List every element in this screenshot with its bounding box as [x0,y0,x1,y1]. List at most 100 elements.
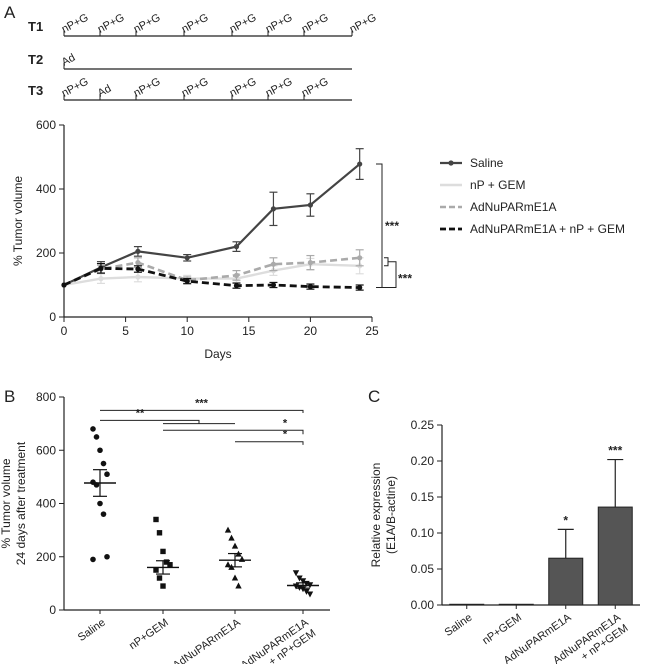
timeline-tick-label: nP+G [300,76,331,100]
timeline-tick-label: Ad [96,83,114,100]
y-tick-label: 800 [36,390,56,404]
scatter-point [97,500,103,507]
tumor-volume-line-chart: 0 200 400 600 0 5 10 15 20 25 Days % Tumor volume **… [11,118,625,361]
sig-bracket [384,257,389,267]
y-tick-label: 600 [36,443,56,457]
y-tick-label: 0.15 [411,490,435,504]
y-axis-title: Relative expression [369,463,383,568]
sig-bracket [380,261,397,289]
y-axis-title-line2: 24 days after treatment [14,441,28,565]
timeline-tick-label: nP+G [300,12,331,36]
y-tick-label: 600 [36,118,56,132]
treatment-timeline: T1 nP+G nP+G nP+G nP+G nP+G nP+G nP+G nP+GT2 AdT3… [28,12,379,101]
category-label: Saline [76,617,108,644]
scatter-point [303,588,310,595]
x-tick-label: 15 [242,324,256,338]
data-point [135,260,141,266]
scatter-point [100,511,107,517]
scatter-point [156,530,163,536]
bar [548,557,584,606]
data-point [357,284,363,291]
timeline-tick-label: nP+G [180,12,211,36]
scatter-point [90,426,96,432]
timeline-tick-label: Ad [60,52,78,69]
x-tick-label: 5 [122,324,129,338]
y-tick-label: 400 [36,497,56,511]
y-tick-label: 200 [36,246,56,260]
data-point [233,272,240,278]
scatter-point [156,575,163,581]
data-point [61,282,67,288]
scatter-point [167,562,173,568]
y-tick-label: 0.05 [411,562,435,576]
x-axis-title: Days [204,347,231,361]
sig-label: * [563,513,568,527]
data-point [233,244,240,250]
category-label-line: Saline [443,612,475,639]
data-point [307,260,313,266]
legend-label: AdNuPARmE1A [470,200,556,214]
sig-line [100,409,304,413]
tumor-volume-scatter-chart: 0 200 400 600 800 % Tumor volume 24 days after… [0,390,330,664]
e1a-expression-bar-chart: 0.00 0.05 0.10 0.15 0.20 0.25 Relative express… [369,418,640,664]
scatter-point [296,575,303,582]
legend-label: nP + GEM [470,178,525,192]
sig-label: *** [195,397,209,409]
scatter-point [306,591,314,598]
data-point [307,202,313,208]
y-tick-label: 400 [36,182,56,196]
data-point [307,284,313,290]
scatter-point [104,553,110,560]
scatter-point [160,548,166,555]
sig-line [100,419,200,424]
scatter-point [292,570,300,577]
bar [597,506,633,606]
category-label-line: nP+GEM [127,617,171,653]
y-tick-label: 0.00 [411,598,435,612]
data-point [135,266,141,272]
timeline-tick-label: nP+G [96,12,127,36]
y-tick-label: 0.25 [411,418,435,432]
sig-label: *** [385,219,399,233]
x-tick-label: 25 [365,324,379,338]
timeline-tick-label: nP+G [264,12,295,36]
data-point [270,261,277,267]
y-tick-label: 0.10 [411,526,435,540]
timeline-row-label-t2: T2 [28,52,43,67]
scatter-point [93,434,100,440]
x-tick-label: 0 [61,324,68,338]
sig-label: ** [136,407,145,419]
scatter-point [163,559,170,565]
series-line-3 [63,256,360,287]
timeline-tick-label: nP+G [60,12,91,36]
bar [498,603,534,606]
scatter-point [231,574,239,581]
sig-bracket [376,163,383,289]
sig-line [163,429,304,435]
timeline-tick-label: nP+G [132,12,163,36]
category-label: AdNuPARmE1A+ nP+GEM [239,616,319,664]
y-tick-label: 200 [36,550,56,564]
timeline-tick-label: nP+G [228,76,259,100]
bar [449,603,485,606]
category-label-line: AdNuPARmE1A [171,616,243,664]
data-point [357,255,363,261]
series-line-1 [63,163,361,286]
timeline-tick-label: nP+G [60,76,91,100]
scatter-point [224,526,232,533]
data-point [357,161,363,167]
timeline-row-label-t1: T1 [28,19,43,34]
y-axis-title-line2: (E1A/B-actine) [384,476,398,554]
category-label: AdNuPARmE1A [171,616,243,664]
data-point [135,274,141,280]
scatter-point [224,561,232,568]
timeline-tick-label: nP+G [264,76,295,100]
sig-label: *** [608,444,622,458]
panel-letter-c: C [368,387,380,406]
category-label: Saline [443,612,475,639]
timeline-row-label-t3: T3 [28,83,43,98]
data-point [270,282,277,288]
scatter-point [235,582,242,589]
scatter-point [153,567,159,573]
